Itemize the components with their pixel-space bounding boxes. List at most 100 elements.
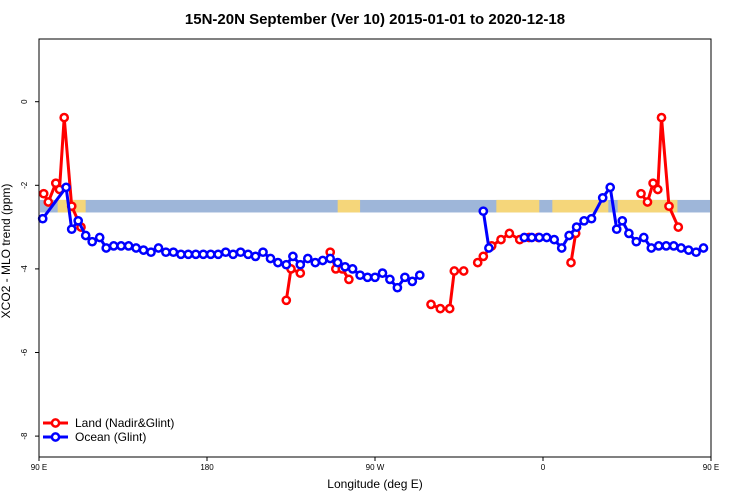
y-tick-label: -4 xyxy=(20,265,29,273)
y-axis-label: XCO2 - MLO trend (ppm) xyxy=(0,184,13,319)
data-point xyxy=(449,266,460,276)
data-point xyxy=(302,253,313,264)
data-point xyxy=(101,243,112,253)
x-tick-label: 90 E xyxy=(31,463,47,472)
data-point xyxy=(153,243,164,253)
data-point xyxy=(347,264,358,274)
data-point xyxy=(43,197,54,207)
data-point xyxy=(235,247,246,258)
legend-marker xyxy=(50,432,61,442)
data-point xyxy=(37,213,48,224)
data-point xyxy=(656,112,667,123)
data-point xyxy=(426,299,436,310)
data-point xyxy=(59,112,70,123)
data-point xyxy=(534,232,545,243)
data-point xyxy=(407,276,418,287)
data-point xyxy=(648,178,658,189)
data-point xyxy=(281,259,292,270)
data-point xyxy=(295,259,306,270)
data-point xyxy=(484,243,494,253)
data-point xyxy=(556,243,567,253)
data-point xyxy=(213,249,224,260)
data-point xyxy=(131,243,141,253)
y-tick-label: 0 xyxy=(20,99,29,104)
y-tick-label: -8 xyxy=(20,432,29,440)
data-point xyxy=(653,241,664,251)
data-point xyxy=(198,249,209,260)
map-land-patch xyxy=(496,199,540,213)
data-point xyxy=(146,247,156,258)
x-axis-label: Longitude (deg E) xyxy=(327,477,422,491)
data-point xyxy=(116,241,126,251)
data-point xyxy=(108,241,119,251)
data-point xyxy=(668,241,679,251)
data-point xyxy=(611,224,622,235)
data-point xyxy=(161,247,171,258)
series-line xyxy=(430,269,464,311)
data-point xyxy=(638,232,649,243)
data-point xyxy=(243,249,253,260)
data-point xyxy=(340,261,350,272)
data-point xyxy=(566,257,576,268)
data-point xyxy=(38,188,49,199)
data-point xyxy=(138,245,149,255)
data-point xyxy=(190,249,201,260)
x-axis-ticks: 90 E 180 90 W 0 90 E xyxy=(31,457,719,472)
data-point xyxy=(310,257,321,268)
legend-label: Ocean (Glint) xyxy=(75,430,146,444)
data-point xyxy=(123,241,134,251)
chart-title: 15N-20N September (Ver 10) 2015-01-01 to… xyxy=(185,11,565,28)
data-point xyxy=(94,232,105,243)
data-point xyxy=(624,228,634,239)
data-point xyxy=(676,243,686,253)
data-point xyxy=(691,247,701,258)
map-land-patch xyxy=(552,199,609,213)
data-point xyxy=(504,228,515,239)
data-point xyxy=(317,255,328,266)
data-point xyxy=(400,272,410,283)
data-point xyxy=(586,213,597,224)
x-tick-label: 90 W xyxy=(366,463,385,472)
data-point xyxy=(496,234,506,245)
y-axis-ticks: 0 -2 -4 -6 -8 xyxy=(20,99,39,440)
series-line xyxy=(569,233,578,263)
data-point xyxy=(80,230,91,241)
series-line xyxy=(481,210,491,249)
data-point xyxy=(636,188,646,199)
data-point xyxy=(265,253,276,264)
data-point xyxy=(258,247,268,258)
data-point xyxy=(273,257,283,268)
data-point xyxy=(597,192,608,203)
data-point xyxy=(698,243,709,253)
data-point xyxy=(549,234,560,245)
x-tick-label: 90 E xyxy=(703,463,719,472)
data-point xyxy=(205,249,216,260)
data-point xyxy=(377,268,388,278)
data-point xyxy=(344,274,354,285)
data-point xyxy=(541,232,552,243)
data-point xyxy=(564,230,574,241)
data-point xyxy=(683,245,694,255)
data-point xyxy=(664,201,674,212)
data-point xyxy=(605,182,616,193)
data-point xyxy=(519,232,530,243)
data-point xyxy=(220,247,231,258)
data-point xyxy=(183,249,194,260)
legend: Land (Nadir&Glint)Ocean (Glint) xyxy=(43,416,174,444)
series-0 xyxy=(38,112,684,314)
background-map-band xyxy=(40,199,710,213)
data-point xyxy=(392,282,403,293)
data-point xyxy=(631,236,642,247)
data-point xyxy=(66,224,77,235)
y-tick-label: -6 xyxy=(20,348,29,356)
data-point xyxy=(281,295,292,306)
data-point xyxy=(87,236,98,247)
data-point xyxy=(652,184,663,195)
map-ocean-band xyxy=(40,199,710,213)
data-point xyxy=(61,182,71,193)
data-point xyxy=(385,274,395,285)
data-point xyxy=(228,249,238,260)
data-point xyxy=(646,243,657,253)
data-point xyxy=(478,251,489,262)
